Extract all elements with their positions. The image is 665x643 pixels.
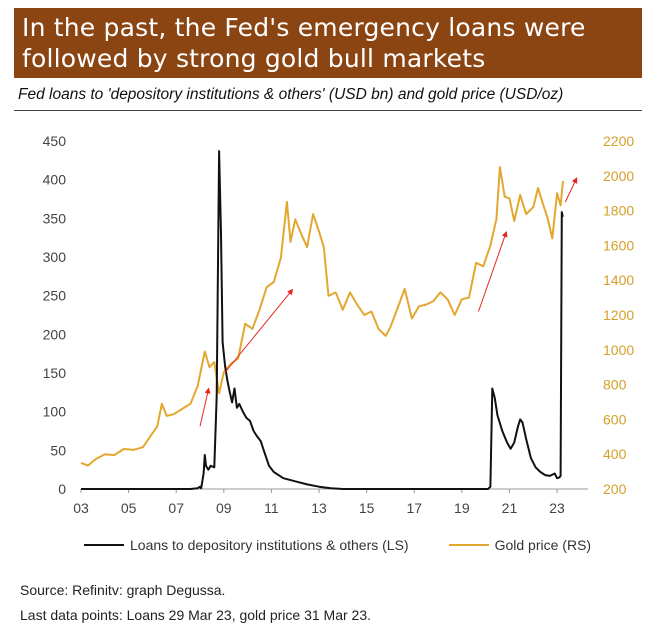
y-right-tick-label: 400 xyxy=(603,446,627,462)
y-right-tick-label: 2200 xyxy=(603,133,634,149)
x-tick-label: 21 xyxy=(502,500,518,516)
chart-canvas: 0501001502002503003504004502004006008001… xyxy=(43,133,635,516)
y-left-tick-label: 400 xyxy=(43,172,67,188)
y-left-tick-label: 50 xyxy=(50,442,66,458)
y-left-tick-label: 150 xyxy=(43,365,67,381)
x-tick-label: 13 xyxy=(311,500,327,516)
y-left-tick-label: 350 xyxy=(43,210,67,226)
y-left-tick-label: 200 xyxy=(43,326,67,342)
y-right-tick-label: 200 xyxy=(603,481,627,497)
y-right-tick-label: 800 xyxy=(603,377,627,393)
y-right-tick-label: 600 xyxy=(603,411,627,427)
y-left-tick-label: 250 xyxy=(43,288,67,304)
x-tick-label: 17 xyxy=(406,500,422,516)
legend-swatch-loans xyxy=(84,544,124,546)
y-right-tick-label: 2000 xyxy=(603,168,634,184)
legend-item-loans: Loans to depository institutions & other… xyxy=(84,537,409,553)
trend-arrow xyxy=(478,230,508,312)
y-left-tick-label: 100 xyxy=(43,404,67,420)
x-tick-label: 09 xyxy=(216,500,232,516)
y-right-tick-label: 1600 xyxy=(603,237,634,253)
trend-arrow xyxy=(199,387,211,427)
x-tick-label: 19 xyxy=(454,500,470,516)
x-tick-label: 05 xyxy=(121,500,137,516)
y-right-tick-label: 1200 xyxy=(603,307,634,323)
title-divider xyxy=(14,110,642,111)
chart-title-banner: In the past, the Fed's emergency loans w… xyxy=(14,8,642,78)
chart-subtitle: Fed loans to 'depository institutions & … xyxy=(18,86,564,103)
y-left-tick-label: 300 xyxy=(43,249,67,265)
last-data-note: Last data points: Loans 29 Mar 23, gold … xyxy=(20,607,371,623)
y-right-tick-label: 1000 xyxy=(603,342,634,358)
chart-legend: Loans to depository institutions & other… xyxy=(84,537,631,553)
trend-arrow xyxy=(224,288,294,373)
series-line-gold xyxy=(80,166,564,467)
x-tick-label: 23 xyxy=(549,500,565,516)
x-tick-label: 07 xyxy=(168,500,184,516)
y-left-tick-label: 450 xyxy=(43,133,67,149)
x-tick-label: 11 xyxy=(264,500,279,516)
legend-swatch-gold xyxy=(448,544,489,546)
chart-title: In the past, the Fed's emergency loans w… xyxy=(22,13,586,73)
trend-arrow xyxy=(564,177,578,203)
legend-item-gold: Gold price (RS) xyxy=(448,537,592,553)
legend-label-loans: Loans to depository institutions & other… xyxy=(130,537,409,553)
y-right-tick-label: 1800 xyxy=(603,203,634,219)
source-note: Source: Refinitv: graph Degussa. xyxy=(20,582,226,598)
series-line-loans xyxy=(81,150,564,490)
x-tick-label: 15 xyxy=(359,500,375,516)
y-left-tick-label: 0 xyxy=(58,481,66,497)
x-tick-label: 03 xyxy=(73,500,89,516)
y-right-tick-label: 1400 xyxy=(603,272,634,288)
legend-label-gold: Gold price (RS) xyxy=(494,537,592,553)
